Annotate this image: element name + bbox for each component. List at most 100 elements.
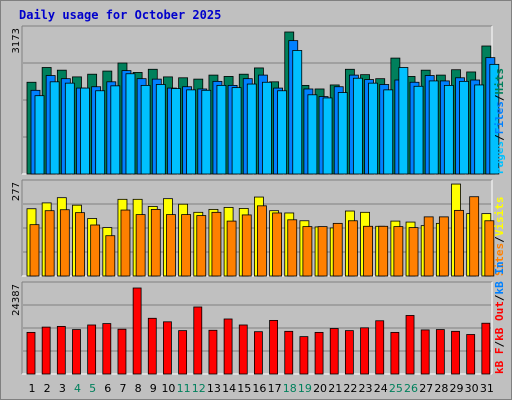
bar-kb-f-day-5 bbox=[87, 324, 97, 375]
bar-kb-f-day-3 bbox=[56, 325, 66, 375]
bar-kb-f-day-29 bbox=[451, 330, 460, 375]
bar-sites-day-7 bbox=[120, 209, 131, 277]
bar-kb-f-day-16 bbox=[254, 331, 263, 375]
legend-entry: kB F bbox=[493, 348, 506, 375]
x-tick-label-day-3: 3 bbox=[59, 382, 66, 395]
x-tick-label-day-5: 5 bbox=[89, 382, 96, 395]
x-tick-label-day-13: 13 bbox=[207, 382, 221, 395]
y-max-label: 24387 bbox=[11, 284, 22, 316]
bar-kb-f-day-22 bbox=[344, 330, 354, 375]
bar-kb-f-day-20 bbox=[314, 331, 324, 375]
bar-kb-f-day-30 bbox=[466, 334, 476, 375]
bar-sites-day-31 bbox=[484, 220, 495, 277]
x-tick-label-day-15: 15 bbox=[237, 382, 251, 395]
bar-sites-day-11 bbox=[181, 214, 192, 277]
x-tick-label-day-17: 17 bbox=[268, 382, 282, 395]
bar-sites-day-10 bbox=[166, 214, 176, 277]
bar-kb-f-day-8 bbox=[132, 287, 142, 375]
legend-entry: / bbox=[493, 94, 506, 101]
x-tick-label-day-30: 30 bbox=[465, 382, 479, 395]
legend-entry: / bbox=[493, 294, 506, 301]
bar-sites-day-28 bbox=[438, 216, 449, 277]
bar-pages-day-4 bbox=[80, 87, 90, 175]
legend-entry: / bbox=[493, 341, 506, 348]
x-tick-label-day-28: 28 bbox=[434, 382, 448, 395]
bar-kb-f-day-18 bbox=[284, 330, 294, 375]
bar-sites-day-5 bbox=[90, 224, 101, 277]
bar-sites-day-1 bbox=[29, 224, 40, 277]
bar-sites-day-8 bbox=[135, 214, 146, 277]
bar-pages-day-27 bbox=[428, 80, 439, 175]
y-max-label: 3173 bbox=[11, 28, 22, 53]
bar-sites-day-20 bbox=[317, 226, 328, 277]
bar-pages-day-16 bbox=[262, 81, 272, 175]
x-tick-label-day-12: 12 bbox=[192, 382, 206, 395]
bar-pages-day-3 bbox=[64, 82, 75, 175]
bar-kb-f-day-14 bbox=[223, 318, 233, 375]
bar-sites-day-19 bbox=[302, 226, 313, 277]
bar-sites-day-24 bbox=[378, 225, 389, 277]
bar-kb-f-day-23 bbox=[360, 327, 369, 375]
x-tick-label-day-27: 27 bbox=[419, 382, 433, 395]
bar-kb-f-day-28 bbox=[435, 329, 445, 375]
bar-pages-day-26 bbox=[413, 85, 424, 175]
bar-sites-day-23 bbox=[363, 225, 373, 277]
bar-sites-day-3 bbox=[59, 209, 70, 277]
bar-kb-f-day-15 bbox=[238, 324, 248, 375]
x-tick-label-day-10: 10 bbox=[161, 382, 175, 395]
bar-pages-day-24 bbox=[383, 89, 394, 175]
bar-kb-f-day-17 bbox=[269, 319, 278, 375]
bar-kb-f-day-26 bbox=[405, 315, 415, 375]
bar-sites-day-15 bbox=[241, 214, 252, 277]
bar-sites-day-17 bbox=[272, 212, 282, 277]
bar-kb-f-day-13 bbox=[208, 329, 218, 375]
x-tick-label-day-31: 31 bbox=[480, 382, 494, 395]
bar-kb-f-day-12 bbox=[193, 306, 203, 375]
bar-pages-day-18 bbox=[292, 50, 303, 175]
legend-entry: Files bbox=[493, 101, 506, 134]
bar-kb-f-day-19 bbox=[299, 336, 309, 375]
x-tick-label-day-14: 14 bbox=[222, 382, 236, 395]
bar-pages-day-14 bbox=[231, 87, 242, 175]
bar-kb-f-day-1 bbox=[26, 331, 36, 375]
bar-kb-f-day-24 bbox=[375, 320, 385, 375]
x-tick-label-day-22: 22 bbox=[343, 382, 357, 395]
bar-sites-day-6 bbox=[105, 235, 116, 277]
x-tick-label-day-9: 9 bbox=[150, 382, 157, 395]
legend-entry: / bbox=[493, 236, 506, 243]
bar-kb-f-day-27 bbox=[420, 329, 430, 375]
bar-kb-f-day-6 bbox=[102, 323, 112, 375]
bar-pages-day-13 bbox=[216, 84, 227, 175]
bar-sites-day-21 bbox=[332, 222, 343, 277]
x-tick-label-day-11: 11 bbox=[177, 382, 191, 395]
bar-pages-day-1 bbox=[34, 95, 45, 175]
bar-sites-day-12 bbox=[196, 215, 207, 277]
legend-visits-sites: Sites/Visits bbox=[493, 197, 506, 277]
x-tick-label-day-26: 26 bbox=[404, 382, 418, 395]
x-tick-label-day-2: 2 bbox=[44, 382, 51, 395]
bar-pages-day-8 bbox=[140, 84, 151, 175]
legend-entry: / bbox=[493, 134, 506, 141]
bar-pages-day-25 bbox=[398, 67, 409, 175]
legend-hits-files-pages: Pages/Files/Hits bbox=[493, 68, 506, 174]
bar-sites-day-29 bbox=[454, 209, 464, 277]
legend-entry: Sites bbox=[493, 243, 506, 276]
bar-kb-f-day-11 bbox=[178, 330, 188, 375]
x-tick-label-day-8: 8 bbox=[135, 382, 142, 395]
bar-sites-day-4 bbox=[75, 212, 85, 277]
bar-sites-day-9 bbox=[150, 208, 161, 277]
bar-pages-day-31 bbox=[489, 63, 500, 175]
bar-kb-f-day-31 bbox=[481, 322, 491, 375]
chart-title: Daily usage for October 2025 bbox=[19, 8, 222, 22]
bar-pages-day-12 bbox=[201, 89, 212, 175]
bar-sites-day-30 bbox=[469, 196, 480, 277]
bar-pages-day-5 bbox=[95, 90, 106, 175]
x-tick-label-day-25: 25 bbox=[389, 382, 403, 395]
bar-kb-f-day-25 bbox=[390, 331, 400, 375]
x-tick-label-day-29: 29 bbox=[450, 382, 464, 395]
x-tick-label-day-21: 21 bbox=[328, 382, 342, 395]
x-tick-label-day-1: 1 bbox=[29, 382, 36, 395]
legend-entry: Visits bbox=[493, 197, 506, 237]
bar-kb-f-day-2 bbox=[41, 326, 51, 375]
